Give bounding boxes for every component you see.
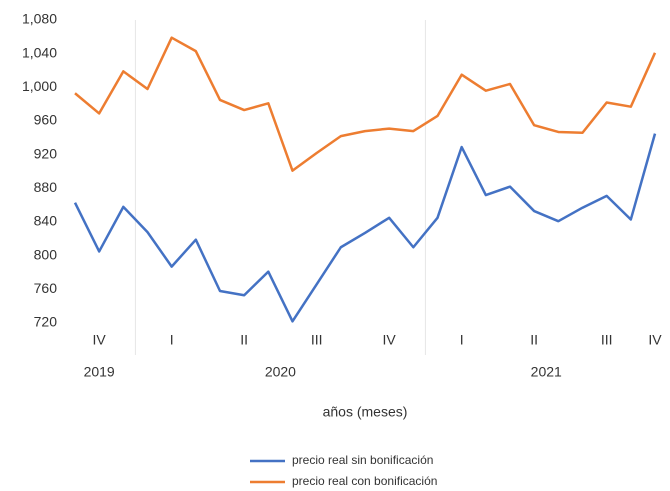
year-label: 2020 — [265, 364, 296, 380]
y-tick-label: 960 — [34, 112, 58, 128]
x-tick-label: II — [240, 332, 248, 348]
series-line — [73, 133, 657, 323]
x-tick-label: I — [170, 332, 174, 348]
y-tick-label: 1,040 — [22, 44, 57, 60]
y-tick-label: 880 — [34, 179, 58, 195]
y-tick-label: 1,000 — [22, 78, 57, 94]
y-tick-label: 1,080 — [22, 11, 57, 27]
y-tick-label: 720 — [34, 314, 58, 330]
x-tick-label: IV — [648, 332, 662, 348]
x-tick-label: II — [530, 332, 538, 348]
x-axis-title: años (meses) — [323, 404, 408, 420]
x-tick-label: I — [460, 332, 464, 348]
y-tick-label: 760 — [34, 280, 58, 296]
series-line — [74, 36, 657, 172]
year-label: 2021 — [531, 364, 562, 380]
legend-label: precio real con bonificación — [292, 474, 437, 488]
x-tick-label: III — [311, 332, 323, 348]
y-tick-label: 920 — [34, 145, 58, 161]
y-tick-label: 840 — [34, 213, 58, 229]
x-tick-label: IV — [93, 332, 107, 348]
x-tick-label: IV — [383, 332, 397, 348]
y-tick-label: 800 — [34, 246, 58, 262]
x-tick-label: III — [601, 332, 613, 348]
year-label: 2019 — [84, 364, 115, 380]
legend-label: precio real sin bonificación — [292, 453, 433, 467]
